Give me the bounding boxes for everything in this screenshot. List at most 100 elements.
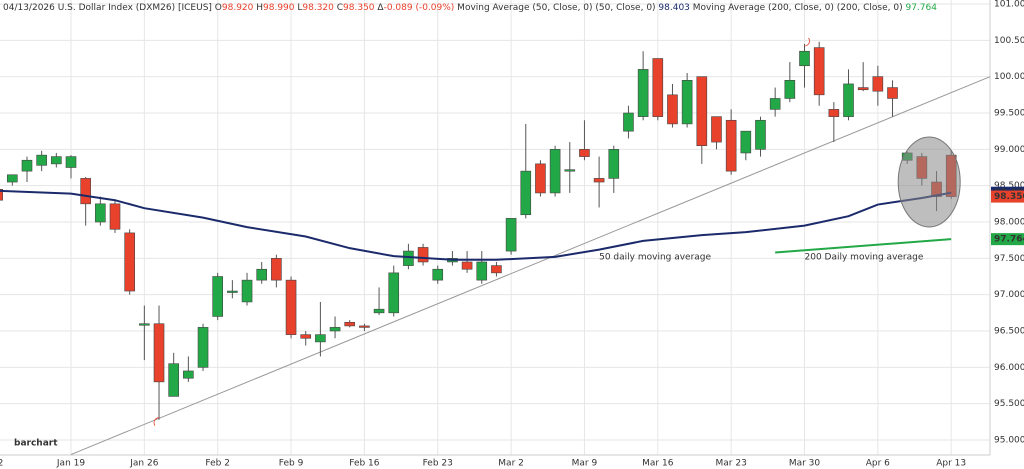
candle-body xyxy=(329,327,341,332)
y-tick-label: 101.000 xyxy=(994,0,1024,10)
x-tick-label: 12 xyxy=(0,459,3,469)
x-tick-label: Mar 2 xyxy=(498,459,524,469)
header: 04/13/2026 U.S. Dollar Index (DXM26) [IC… xyxy=(3,3,937,13)
candle-body xyxy=(696,76,708,146)
candle-body xyxy=(887,87,898,99)
header-part: L xyxy=(295,3,303,13)
candle-body xyxy=(549,149,561,194)
header-part: H xyxy=(253,3,263,13)
x-tick-label: Mar 30 xyxy=(789,459,821,469)
candle-body xyxy=(373,308,385,314)
x-tick-label: Mar 23 xyxy=(716,459,747,469)
candle-body xyxy=(857,87,869,91)
x-tick-label: Feb 16 xyxy=(349,459,380,469)
candle-body xyxy=(784,80,796,99)
x-tick-label: Feb 2 xyxy=(205,459,230,469)
header-part: 98.990 xyxy=(263,3,295,13)
candle-body xyxy=(109,203,121,230)
price-label: 98.350 xyxy=(994,192,1024,202)
x-tick-label: Apr 13 xyxy=(936,459,966,469)
candle-body xyxy=(212,276,223,317)
candle-body xyxy=(520,170,532,216)
candle-body xyxy=(153,323,165,383)
header-part: 04/13/2026 U.S. Dollar Index (DXM26) [IC… xyxy=(3,3,215,13)
candle-body xyxy=(65,156,77,168)
header-part: 98.403 xyxy=(658,3,690,13)
y-tick-label: 97.500 xyxy=(994,254,1024,264)
candle-body xyxy=(183,370,194,379)
candle-body xyxy=(80,178,91,205)
candle-body xyxy=(51,156,62,165)
y-tick-label: 99.000 xyxy=(994,145,1024,155)
candle-body xyxy=(344,321,356,327)
candle-body xyxy=(872,76,884,92)
y-tick-label: 95.500 xyxy=(994,399,1024,409)
price-label-box xyxy=(991,190,1024,203)
candle-body xyxy=(36,154,47,166)
candle-body xyxy=(7,174,18,183)
x-tick-label: Feb 23 xyxy=(423,459,453,469)
candle-body xyxy=(285,279,297,335)
candle-body xyxy=(769,98,781,110)
y-tick-label: 95.000 xyxy=(994,436,1024,446)
annotation: 200 Daily moving average xyxy=(805,252,924,262)
candle-body xyxy=(168,363,179,397)
candle-body xyxy=(139,323,150,326)
candle-body xyxy=(417,247,429,263)
x-tick-label: Mar 9 xyxy=(572,459,598,469)
candle-body xyxy=(315,334,326,343)
candle-body xyxy=(505,218,517,252)
x-tick-label: Feb 9 xyxy=(279,459,304,469)
moving-average-line xyxy=(0,189,952,261)
header-part: 98.920 xyxy=(222,3,254,13)
x-tick-label: Jan 26 xyxy=(129,459,158,469)
candle-body xyxy=(491,265,502,274)
logo: barchart xyxy=(14,439,58,449)
candle-body xyxy=(403,250,414,266)
candle-body xyxy=(637,69,649,117)
y-tick-label: 98.000 xyxy=(994,218,1024,228)
candle-body xyxy=(623,112,634,132)
moving-average-line xyxy=(775,238,952,254)
y-tick-label: 99.500 xyxy=(994,109,1024,119)
candle-body xyxy=(227,290,238,293)
candle-body xyxy=(388,272,400,314)
y-tick-label: 97.000 xyxy=(994,290,1024,300)
y-tick-label: 98.500 xyxy=(994,181,1024,191)
header-part: Moving Average (50, Close, 0) (50, Close… xyxy=(454,3,658,13)
header-part: Δ xyxy=(375,3,385,13)
candle-body xyxy=(828,109,840,117)
candle-body xyxy=(740,130,752,154)
header-part: 98.320 xyxy=(302,3,334,13)
candle-body xyxy=(711,116,722,143)
candle-body xyxy=(300,334,312,339)
price-label-box xyxy=(991,233,1024,246)
trendline xyxy=(70,76,991,455)
candle-body xyxy=(755,119,766,150)
header-part: Moving Average (200, Close, 0) (200, Clo… xyxy=(690,3,906,13)
candle-body xyxy=(608,149,620,179)
header-part: 98.350 xyxy=(343,3,375,13)
price-label: 97.764 xyxy=(994,235,1024,245)
y-tick-label: 96.500 xyxy=(994,327,1024,337)
candle-body xyxy=(432,268,444,281)
candle-body xyxy=(241,279,253,303)
candle-body xyxy=(124,232,135,292)
highlight-ellipse xyxy=(897,136,961,228)
candle-body xyxy=(359,325,370,328)
candle-body xyxy=(95,203,106,223)
highlight-mark xyxy=(799,35,810,47)
candle-body xyxy=(461,261,473,270)
header-part: C xyxy=(334,3,343,13)
candle-body xyxy=(843,83,854,117)
annotation: 50 daily moving average xyxy=(599,252,711,262)
x-tick-label: Jan 19 xyxy=(56,459,85,469)
candle-body xyxy=(593,178,605,183)
candle-body xyxy=(476,261,488,281)
candle-body xyxy=(681,80,693,125)
candle-body xyxy=(256,268,268,281)
x-tick-label: Mar 16 xyxy=(642,459,674,469)
candle-body xyxy=(564,169,576,172)
y-tick-label: 96.000 xyxy=(994,363,1024,373)
header-part: 97.764 xyxy=(905,3,937,13)
